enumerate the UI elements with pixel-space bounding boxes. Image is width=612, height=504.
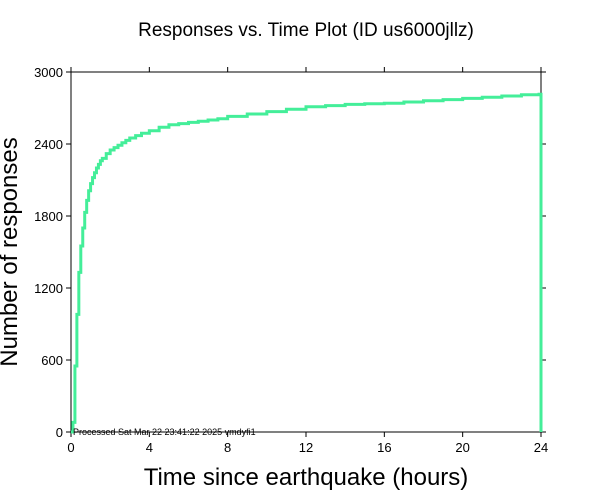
- x-tick-label: 4: [146, 440, 153, 455]
- y-tick-label: 2400: [34, 137, 63, 152]
- x-tick-label: 20: [455, 440, 469, 455]
- y-tick-label: 1200: [34, 281, 63, 296]
- chart-title: Responses vs. Time Plot (ID us6000jllz): [138, 20, 474, 41]
- x-axis-label: Time since earthquake (hours): [144, 464, 469, 491]
- y-axis-label: Number of responses: [0, 137, 23, 366]
- x-tick-label: 8: [224, 440, 231, 455]
- plot-frame: [70, 71, 542, 433]
- x-tick-label: 12: [299, 440, 313, 455]
- series-line: [71, 92, 543, 434]
- y-axis: 0 600 1200 1800 2400 3000: [34, 65, 546, 440]
- x-tick-label: 0: [67, 440, 74, 455]
- x-tick-label: 16: [377, 440, 391, 455]
- y-tick-label: 600: [41, 353, 63, 368]
- y-tick-label: 1800: [34, 209, 63, 224]
- footnote: Processed Sat Mar 22 23:41:22 2025 vmdyf…: [73, 427, 256, 437]
- y-tick-label: 3000: [34, 65, 63, 80]
- y-tick-label: 0: [56, 425, 63, 440]
- x-axis: 0 4 8 12 16 20 24: [67, 67, 548, 455]
- x-tick-label: 24: [534, 440, 548, 455]
